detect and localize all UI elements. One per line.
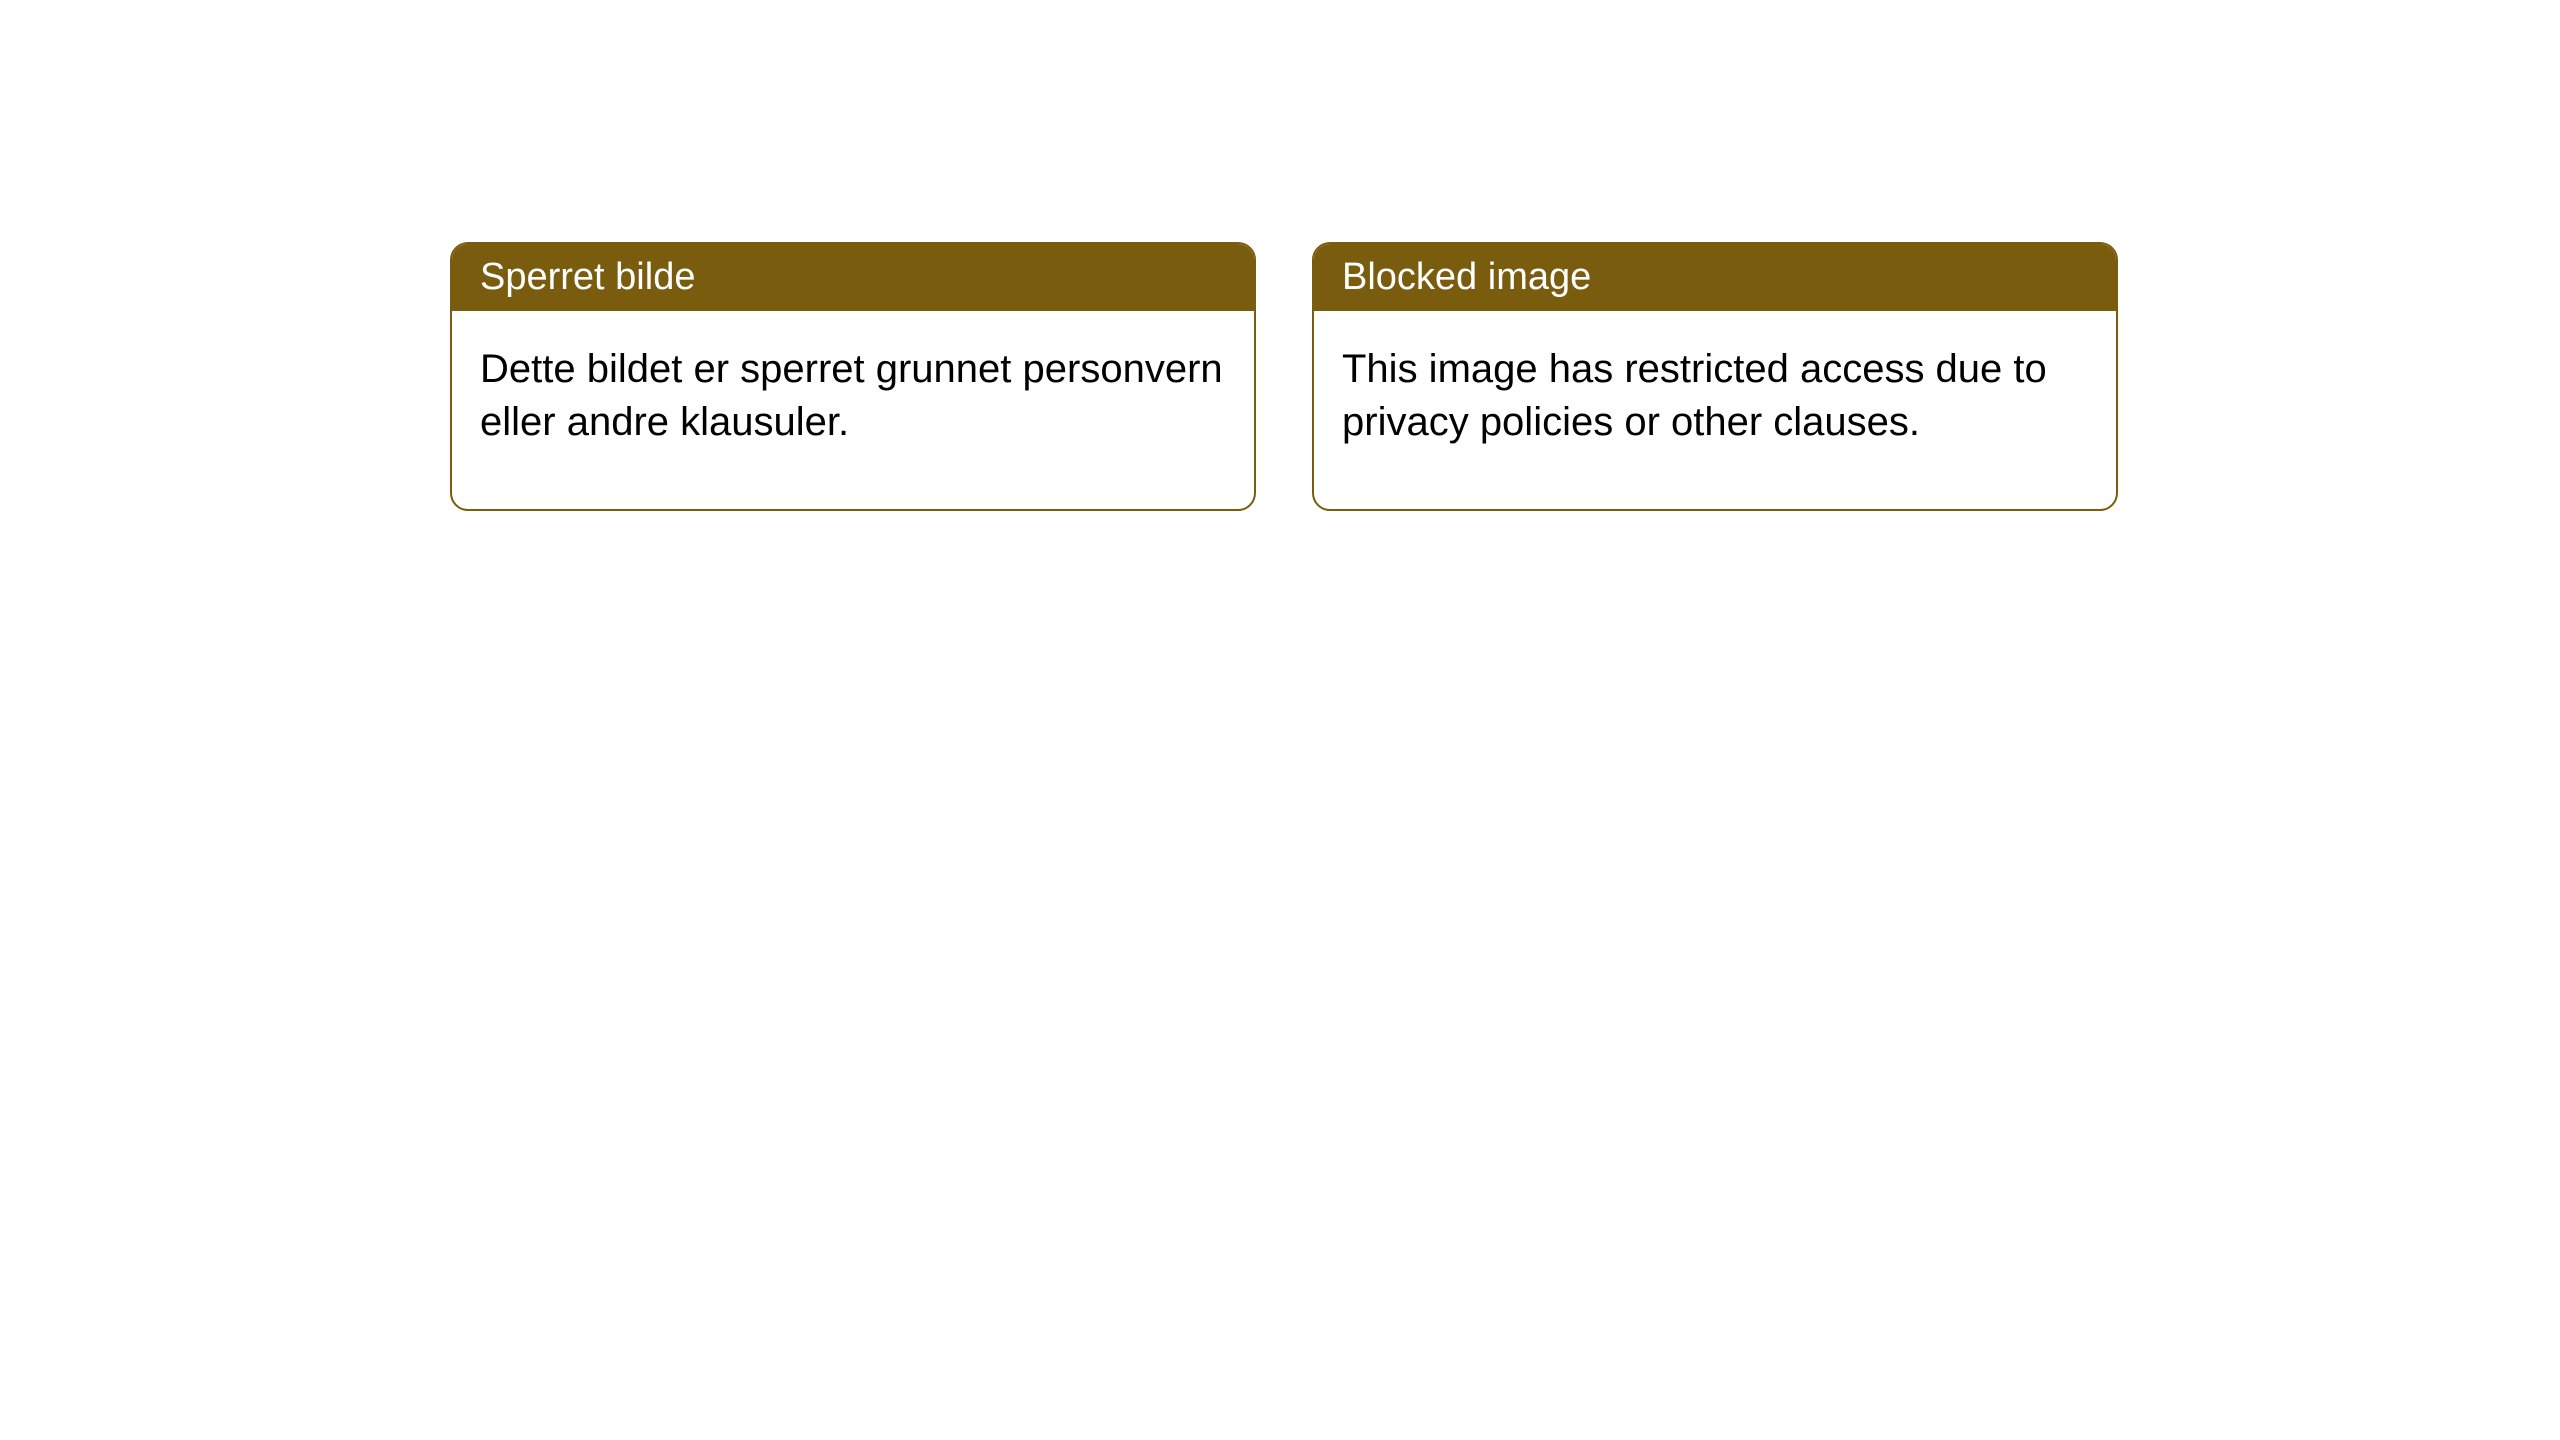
notice-header: Blocked image	[1314, 244, 2116, 311]
notice-card-norwegian: Sperret bilde Dette bildet er sperret gr…	[450, 242, 1256, 511]
blocked-image-notices: Sperret bilde Dette bildet er sperret gr…	[450, 242, 2118, 511]
notice-body: Dette bildet er sperret grunnet personve…	[452, 311, 1254, 509]
notice-body: This image has restricted access due to …	[1314, 311, 2116, 509]
notice-card-english: Blocked image This image has restricted …	[1312, 242, 2118, 511]
notice-header: Sperret bilde	[452, 244, 1254, 311]
